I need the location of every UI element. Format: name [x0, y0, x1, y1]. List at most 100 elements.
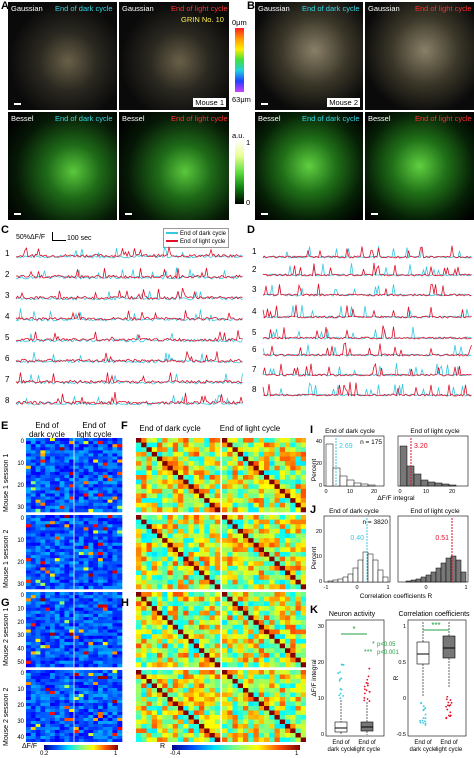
heat-cell: [69, 484, 75, 488]
corr-cell: [264, 461, 270, 467]
corr-cell: [274, 674, 281, 680]
corr-cell: [279, 519, 286, 525]
corr-cell: [162, 579, 168, 585]
heat-tick: 40: [17, 647, 24, 653]
corr-cell: [295, 533, 302, 539]
corr-cell: [188, 652, 195, 658]
heat-cell: [54, 607, 60, 612]
corr-cell: [183, 484, 189, 490]
heat-cell: [64, 542, 70, 547]
corr-cell: [300, 479, 306, 485]
heat-cell: [78, 545, 84, 550]
corr-cell: [227, 584, 233, 590]
heat-cell: [117, 493, 123, 497]
corr-cell: [193, 728, 200, 734]
corr-cell: [300, 692, 306, 698]
heat-cell: [30, 607, 36, 612]
heat-cell: [35, 620, 41, 624]
heat-cell: [54, 697, 60, 701]
heat-cell: [88, 558, 94, 562]
heat-cell: [88, 505, 94, 510]
corr-cell: [141, 451, 147, 457]
heat-cell: [93, 592, 99, 596]
heat-cell: [54, 626, 60, 630]
corr-cell: [222, 688, 228, 693]
heat-cell: [107, 524, 113, 528]
corr-cell: [285, 606, 291, 612]
heat-cell: [40, 502, 46, 507]
heat-cell: [117, 688, 123, 692]
heat-cell: [64, 505, 70, 510]
corr-cell: [167, 701, 174, 707]
heat-cell: [78, 635, 84, 640]
corr-cell: [199, 701, 205, 707]
heat-cell: [40, 536, 46, 540]
heat-cell: [98, 496, 104, 500]
heat-cell: [26, 676, 32, 680]
heat-cell: [112, 610, 118, 615]
corr-cell: [222, 465, 228, 471]
heat-cell: [93, 508, 99, 513]
box-k-legend-p1: p<0.05: [377, 642, 396, 648]
heat-cell: [45, 570, 51, 574]
heat-cell: [40, 727, 46, 731]
heat-cell: [69, 660, 75, 665]
corr-cell: [269, 610, 275, 616]
corr-cell: [227, 475, 233, 480]
heat-cell: [50, 487, 56, 491]
corr-cell: [214, 724, 221, 729]
heat-cell: [112, 601, 118, 605]
heat-cell: [54, 499, 60, 504]
corr-cell: [209, 724, 216, 729]
heat-cell: [64, 651, 70, 655]
corr-cell: [162, 451, 168, 457]
heat-cell: [107, 521, 113, 525]
corr-cell: [285, 670, 291, 675]
corr-cell: [199, 524, 205, 530]
corr-cell: [274, 475, 281, 480]
heat-cell: [102, 601, 108, 605]
trace-light: [262, 362, 472, 377]
corr-cell: [167, 697, 174, 702]
corr-cell: [248, 648, 254, 654]
heat-cell: [59, 706, 65, 710]
heat-cell: [98, 635, 104, 640]
corr-cell: [253, 610, 260, 616]
corr-cell: [290, 570, 296, 576]
heat-cell: [64, 521, 70, 525]
corr-cell: [232, 657, 239, 663]
heat-cell: [98, 679, 104, 683]
heat-cell: [30, 542, 36, 547]
heat-cell: [107, 733, 113, 737]
heat-cell: [59, 521, 65, 525]
corr-cell: [204, 692, 210, 698]
heat-cell: [59, 632, 65, 637]
heat-cell: [93, 721, 99, 725]
heat-cell: [83, 660, 89, 665]
corr-cell: [264, 570, 270, 576]
hist-j-xtick: -1: [324, 585, 329, 591]
corr-cell: [193, 657, 200, 663]
corr-cell: [290, 674, 296, 680]
corr-cell: [237, 610, 244, 616]
corr-cell: [193, 629, 200, 635]
corr-cell: [300, 719, 306, 725]
corr-cell: [209, 493, 216, 499]
heat-cell: [30, 724, 36, 728]
corr-cell: [237, 584, 244, 590]
heat-cell: [93, 688, 99, 692]
corr-cell: [141, 606, 147, 612]
corr-cell: [151, 701, 158, 707]
box-k-xlabel: End of: [440, 740, 458, 746]
heat-cell: [50, 632, 56, 637]
corr-cell: [172, 461, 179, 467]
hist-j-bar-dark: [352, 567, 359, 583]
heat-cell: [107, 576, 113, 581]
corr-cell: [222, 692, 228, 698]
heat-cell: [35, 610, 41, 615]
heat-cell: [30, 518, 36, 522]
heat-cell: [102, 530, 108, 534]
heat-cell: [64, 518, 70, 522]
hist-j-ytick: 10: [316, 554, 322, 560]
label-gaussian: Gaussian: [11, 4, 43, 13]
